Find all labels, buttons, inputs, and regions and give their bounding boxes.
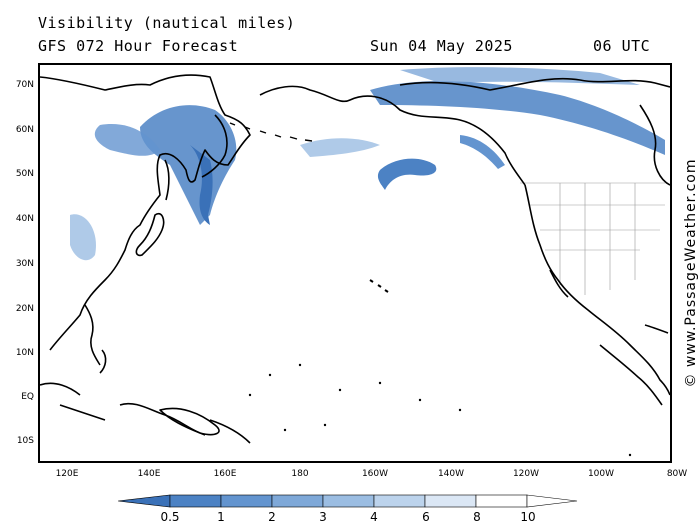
aleutian-islands	[229, 122, 313, 142]
lon-label-140w: 140W	[437, 469, 465, 479]
model-label: GFS 072 Hour Forecast	[38, 37, 239, 55]
legend-label-4: 4	[370, 510, 378, 524]
state-borders	[520, 182, 665, 295]
scattered-island-dots	[248, 363, 632, 457]
lon-label-120e: 120E	[55, 469, 79, 479]
legend-swatch-4	[322, 494, 375, 508]
legend-label-1: 1	[217, 510, 225, 524]
lon-label-140e: 140E	[137, 469, 161, 479]
asia-coast	[40, 74, 251, 351]
watermark: © www.PassageWeather.com	[676, 150, 699, 400]
lon-label-80w: 80W	[666, 469, 688, 479]
forecast-time: 06 UTC	[593, 37, 651, 55]
legend-label-7: 10	[520, 510, 536, 524]
lon-label-160e: 160E	[213, 469, 237, 479]
alaska-coast	[259, 85, 526, 186]
baja-coast	[549, 269, 569, 298]
bc-coast	[460, 135, 505, 169]
legend-swatch-3	[271, 494, 324, 508]
lat-label-40n: 40N	[15, 214, 34, 224]
map-canvas	[40, 67, 670, 457]
canada-east	[639, 104, 670, 186]
legend-label-3: 3	[319, 510, 327, 524]
new-guinea-coast	[159, 407, 220, 436]
sakhalin-coast	[164, 159, 170, 201]
coastlines	[40, 74, 670, 444]
okhotsk-band	[94, 124, 160, 156]
legend-label-2: 2	[268, 510, 276, 524]
watermark-text: © www.PassageWeather.com	[683, 158, 699, 388]
lon-label-160w: 160W	[361, 469, 389, 479]
lon-label-100w: 100W	[587, 469, 615, 479]
philippines-coast	[84, 304, 107, 374]
lat-label-60n: 60N	[15, 125, 34, 135]
lon-label-180: 180	[291, 469, 309, 479]
legend-swatch-7	[475, 494, 528, 508]
legend-label-0: 0.5	[160, 510, 180, 524]
siberia-low-visibility	[140, 105, 237, 225]
legend-swatch-1	[169, 494, 222, 508]
chart-title: Visibility (nautical miles)	[38, 14, 296, 32]
lat-label-10s: 10S	[16, 436, 34, 446]
na-west-coast	[524, 184, 670, 396]
lat-label-20n: 20N	[15, 304, 34, 314]
alaska-band	[370, 80, 665, 155]
lat-label-50n: 50N	[15, 169, 34, 179]
gulf-alaska-low	[377, 158, 437, 190]
legend-swatch-5	[373, 494, 426, 508]
hawaii-islands	[369, 279, 389, 293]
east-china-sea	[70, 214, 96, 261]
legend-swatch-2	[220, 494, 273, 508]
indonesia-coast	[40, 382, 251, 444]
legend-swatch-6	[424, 494, 477, 508]
visibility-legend	[118, 494, 578, 508]
arctic-coast	[399, 77, 670, 91]
lat-label-eq: EQ	[21, 392, 34, 402]
legend-arrow-high	[526, 494, 578, 508]
kamchatka-coast	[201, 114, 228, 178]
forecast-date: Sun 04 May 2025	[370, 37, 513, 55]
aleutian-band	[300, 138, 380, 157]
legend-arrow-low	[118, 494, 171, 508]
lat-label-30n: 30N	[15, 259, 34, 269]
lat-label-10n: 10N	[15, 348, 34, 358]
legend-label-6: 8	[473, 510, 481, 524]
lon-label-120w: 120W	[512, 469, 540, 479]
kamchatka-low-visibility	[190, 145, 213, 225]
cuba-coast	[644, 324, 669, 334]
lat-label-70n: 70N	[15, 80, 34, 90]
legend-label-5: 6	[422, 510, 430, 524]
central-america-coast	[599, 344, 663, 406]
japan-coast	[135, 212, 165, 257]
map-panel	[38, 63, 672, 463]
